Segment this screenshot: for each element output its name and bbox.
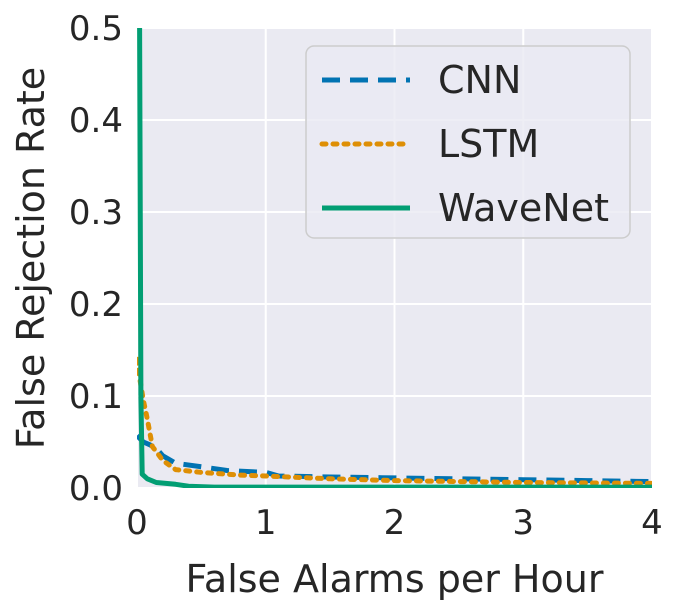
series-line-cnn	[137, 433, 652, 485]
y-tick-label: 0.2	[69, 285, 123, 325]
y-tick-label: 0.3	[69, 193, 123, 233]
x-tick-label: 0	[126, 503, 148, 543]
y-axis-label: False Rejection Rate	[9, 67, 53, 449]
legend-label-cnn: CNN	[438, 58, 521, 102]
series-line-wavenet	[137, 27, 652, 488]
x-axis-label: False Alarms per Hour	[186, 557, 604, 601]
legend: CNN LSTM WaveNet	[305, 45, 631, 239]
y-tick-label: 0.5	[69, 9, 123, 49]
x-tick-label: 2	[384, 503, 406, 543]
y-tick-label: 0.4	[69, 101, 123, 141]
legend-label-wavenet: WaveNet	[438, 186, 609, 230]
x-tick-label: 3	[512, 503, 534, 543]
legend-label-lstm: LSTM	[438, 122, 539, 166]
x-tick-label: 4	[641, 503, 663, 543]
legend-frame	[305, 45, 631, 239]
tick-labels: 0 1 2 3 4 0.0 0.1 0.2 0.3 0.4 0.5	[69, 9, 663, 543]
y-tick-label: 0.0	[69, 469, 123, 509]
x-tick-label: 1	[255, 503, 277, 543]
series-layer	[137, 27, 652, 488]
series-line-lstm	[137, 356, 652, 486]
y-tick-label: 0.1	[69, 377, 123, 417]
